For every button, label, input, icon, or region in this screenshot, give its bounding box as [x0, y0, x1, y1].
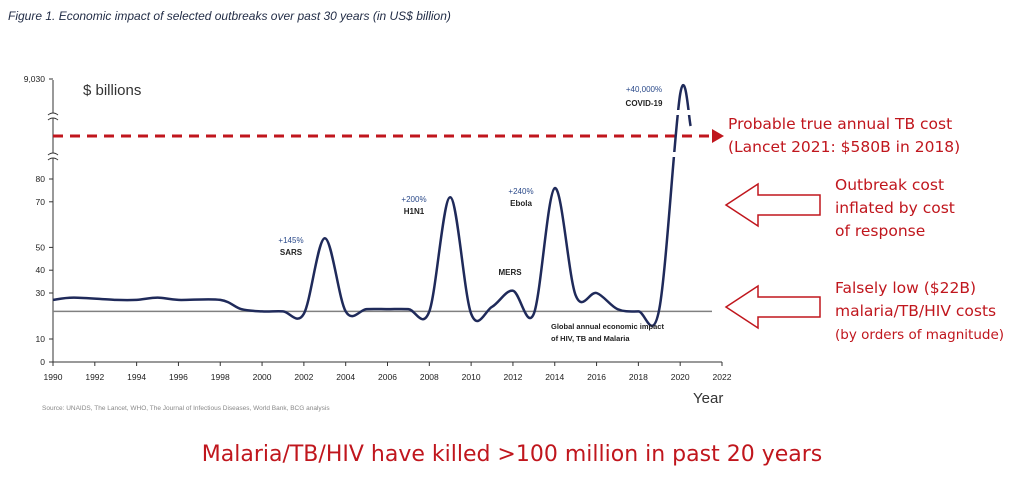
- axis-break-mark: [47, 152, 59, 156]
- figure-title: Figure 1. Economic impact of selected ou…: [8, 9, 451, 23]
- series-line: [52, 83, 692, 328]
- y-tick-label: 40: [36, 265, 46, 275]
- annotation-change: +145%: [278, 236, 303, 245]
- axis-break-marks: [47, 112, 59, 161]
- y-tick-label: 70: [36, 197, 46, 207]
- x-tick-label: 2008: [420, 372, 439, 382]
- annotation-change: +240%: [508, 187, 533, 196]
- x-tick-label: 1996: [169, 372, 188, 382]
- x-tick-label: 2004: [336, 372, 355, 382]
- x-tick-label: 2014: [545, 372, 564, 382]
- y-tick-label: 0: [40, 357, 45, 367]
- x-tick-label: 2018: [629, 372, 648, 382]
- axis-break-mark: [47, 157, 59, 161]
- baseline-label-line2: of HIV, TB and Malaria: [551, 334, 630, 343]
- left-arrow-icon: [724, 284, 821, 330]
- x-tick-label: 2000: [253, 372, 272, 382]
- x-tick-label: 2002: [294, 372, 313, 382]
- chart-axes: [52, 80, 722, 363]
- y-tick-label: 80: [36, 174, 46, 184]
- annotation-change: +200%: [401, 195, 426, 204]
- x-axis-label: Year: [693, 390, 723, 407]
- source-note: Source: UNAIDS, The Lancet, WHO, The Jou…: [42, 405, 330, 412]
- baseline-label-line1: Global annual economic impact: [551, 322, 664, 331]
- x-tick-label: 2016: [587, 372, 606, 382]
- x-tick-label: 2012: [503, 372, 522, 382]
- axis-break-mark: [47, 117, 59, 121]
- x-tick-label: 1998: [211, 372, 230, 382]
- tb-cost-callout-line2: (Lancet 2021: $580B in 2018): [728, 138, 960, 156]
- y-axis-label: $ billions: [83, 82, 141, 99]
- x-tick-label: 2020: [671, 372, 690, 382]
- outbreak-callout-line3: of response: [835, 222, 925, 240]
- left-arrow-icon: [724, 182, 821, 228]
- low-cost-callout-line2: malaria/TB/HIV costs: [835, 302, 996, 320]
- low-cost-callout-line1: Falsely low ($22B): [835, 279, 976, 297]
- annotation-label: Ebola: [510, 199, 532, 208]
- series-break-gap: [664, 152, 686, 157]
- x-tick-label: 2006: [378, 372, 397, 382]
- annotation-change: +40,000%: [626, 85, 662, 94]
- low-cost-callout-line3: (by orders of magnitude): [835, 327, 1004, 343]
- x-tick-label: 1990: [44, 372, 63, 382]
- chart-ticks: 1990 1992 1994 1996 1998 2000 2002 2004 2006 2008…: [24, 74, 732, 382]
- axis-break-mark: [47, 112, 59, 116]
- outbreak-callout-line1: Outbreak cost: [835, 176, 944, 194]
- x-tick-label: 1992: [85, 372, 104, 382]
- tb-line-arrowhead: [712, 129, 724, 143]
- x-tick-label: 2010: [462, 372, 481, 382]
- y-tick-label: 30: [36, 288, 46, 298]
- series-break-gap: [674, 110, 696, 115]
- y-tick-label: 10: [36, 334, 46, 344]
- footer-note: Malaria/TB/HIV have killed >100 million …: [201, 442, 823, 467]
- outbreak-callout-line2: inflated by cost: [835, 199, 955, 217]
- annotation-label: H1N1: [404, 207, 425, 216]
- tb-cost-callout-line1: Probable true annual TB cost: [728, 115, 952, 133]
- x-tick-label: 2022: [713, 372, 732, 382]
- y-tick-label: 9,030: [24, 74, 46, 84]
- axis-break-gap: [47, 153, 59, 158]
- annotations: +145% SARS +200% H1N1 MERS +240% Ebola +40,000%…: [278, 85, 663, 277]
- axis-break-gap: [47, 113, 59, 118]
- annotation-label: COVID-19: [626, 99, 663, 108]
- annotation-label: SARS: [280, 248, 303, 257]
- x-tick-label: 1994: [127, 372, 146, 382]
- annotation-label: MERS: [498, 268, 522, 277]
- y-tick-label: 50: [36, 242, 46, 252]
